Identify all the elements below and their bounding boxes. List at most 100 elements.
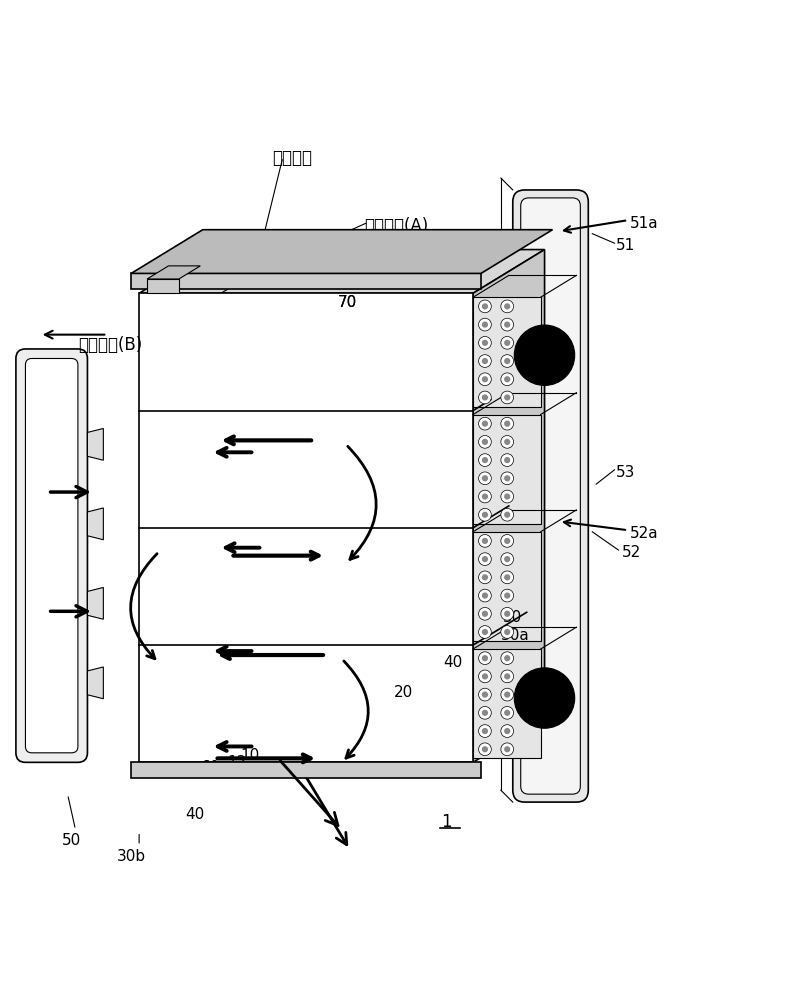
Circle shape (184, 578, 191, 584)
Circle shape (483, 674, 487, 679)
Circle shape (435, 450, 441, 457)
Circle shape (333, 285, 339, 291)
Circle shape (379, 706, 386, 712)
Circle shape (483, 421, 487, 426)
Circle shape (379, 684, 386, 691)
Circle shape (345, 252, 351, 258)
Circle shape (171, 429, 177, 435)
Circle shape (235, 285, 242, 291)
Circle shape (268, 620, 274, 627)
Circle shape (310, 365, 316, 371)
Circle shape (490, 274, 496, 280)
Circle shape (522, 333, 567, 377)
Circle shape (324, 514, 330, 521)
Circle shape (212, 365, 219, 371)
Circle shape (483, 458, 487, 462)
Circle shape (366, 429, 372, 435)
Circle shape (505, 656, 510, 661)
Circle shape (338, 343, 344, 350)
Circle shape (505, 539, 510, 543)
Circle shape (366, 322, 372, 329)
Circle shape (479, 670, 491, 683)
Circle shape (171, 407, 177, 414)
Circle shape (366, 471, 372, 478)
Circle shape (143, 642, 149, 648)
Circle shape (184, 493, 191, 499)
Circle shape (505, 494, 510, 499)
Circle shape (394, 471, 400, 478)
Circle shape (338, 727, 344, 734)
Circle shape (268, 599, 274, 606)
Circle shape (212, 663, 219, 670)
Circle shape (407, 535, 413, 542)
Circle shape (361, 285, 366, 291)
Circle shape (351, 706, 358, 712)
Circle shape (157, 407, 163, 414)
Circle shape (171, 322, 177, 329)
Circle shape (463, 429, 469, 435)
Circle shape (463, 471, 469, 478)
Circle shape (331, 252, 336, 258)
Circle shape (268, 471, 274, 478)
Circle shape (463, 663, 469, 670)
Circle shape (310, 471, 316, 478)
Circle shape (227, 748, 233, 755)
Circle shape (268, 365, 274, 371)
Circle shape (483, 494, 487, 499)
Circle shape (479, 553, 491, 565)
Circle shape (425, 263, 430, 269)
Circle shape (184, 450, 191, 457)
Circle shape (366, 407, 372, 414)
Circle shape (483, 611, 487, 616)
Circle shape (199, 748, 205, 755)
Circle shape (505, 593, 510, 598)
Circle shape (449, 706, 456, 712)
Circle shape (501, 355, 514, 367)
Circle shape (324, 386, 330, 393)
Circle shape (310, 642, 316, 648)
Circle shape (171, 365, 177, 371)
Circle shape (254, 748, 261, 755)
Circle shape (157, 450, 163, 457)
Circle shape (143, 386, 149, 393)
Circle shape (379, 407, 386, 414)
Text: 空气移动: 空气移动 (272, 149, 312, 167)
Circle shape (394, 535, 400, 542)
Circle shape (199, 599, 205, 606)
Text: 30b: 30b (117, 849, 145, 864)
Circle shape (501, 318, 514, 331)
Circle shape (157, 620, 163, 627)
Circle shape (268, 684, 274, 691)
Circle shape (268, 301, 274, 307)
Circle shape (310, 578, 316, 584)
Circle shape (407, 556, 413, 563)
Circle shape (407, 343, 413, 350)
Circle shape (435, 322, 441, 329)
Circle shape (351, 407, 358, 414)
Circle shape (479, 472, 491, 485)
Circle shape (463, 578, 469, 584)
Circle shape (421, 535, 428, 542)
Circle shape (421, 514, 428, 521)
Circle shape (379, 471, 386, 478)
Circle shape (143, 727, 149, 734)
Circle shape (199, 578, 205, 584)
Circle shape (324, 535, 330, 542)
Circle shape (323, 274, 329, 280)
Circle shape (479, 336, 491, 349)
Circle shape (366, 450, 372, 457)
Circle shape (379, 578, 386, 584)
Circle shape (324, 407, 330, 414)
Circle shape (483, 539, 487, 543)
Circle shape (227, 365, 233, 371)
Circle shape (199, 471, 205, 478)
Text: 50: 50 (503, 610, 522, 625)
Circle shape (240, 365, 246, 371)
Text: 52: 52 (622, 545, 641, 560)
Circle shape (310, 620, 316, 627)
Circle shape (501, 589, 514, 602)
Circle shape (338, 301, 344, 307)
Circle shape (199, 684, 205, 691)
Circle shape (282, 493, 289, 499)
Circle shape (250, 285, 255, 291)
